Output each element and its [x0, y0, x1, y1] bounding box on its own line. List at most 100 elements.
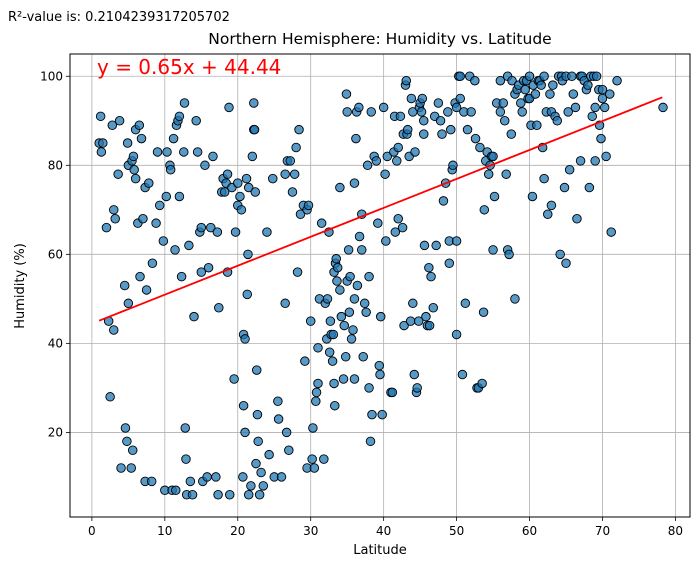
data-point	[127, 445, 138, 455]
data-point	[575, 156, 586, 166]
data-point	[147, 258, 158, 268]
data-point	[322, 294, 333, 304]
data-point	[146, 476, 157, 487]
data-point	[249, 124, 260, 135]
data-point	[243, 182, 254, 193]
data-point	[375, 369, 385, 380]
data-point	[395, 111, 406, 122]
data-point	[295, 209, 306, 220]
data-point	[545, 89, 555, 99]
data-point	[151, 218, 161, 228]
data-point	[264, 449, 274, 460]
data-point	[451, 329, 462, 340]
data-point	[412, 383, 422, 393]
data-point	[200, 160, 210, 171]
data-point	[375, 311, 386, 322]
data-point	[438, 196, 449, 206]
data-point	[324, 347, 335, 358]
x-tick-label: 70	[595, 524, 610, 538]
data-point	[273, 414, 284, 424]
data-point	[251, 458, 261, 469]
data-point	[530, 89, 541, 99]
data-point	[419, 129, 429, 139]
data-point	[243, 489, 254, 500]
data-point	[462, 124, 473, 135]
data-point	[105, 392, 115, 402]
data-point	[455, 93, 465, 104]
data-point	[536, 80, 546, 90]
data-point	[242, 289, 252, 300]
data-point	[428, 303, 438, 313]
data-point	[176, 271, 187, 282]
data-point	[208, 151, 218, 162]
data-point	[141, 285, 152, 295]
data-point	[451, 102, 462, 113]
data-point	[506, 129, 517, 139]
data-point	[424, 320, 435, 331]
data-point	[567, 71, 577, 82]
data-point	[202, 472, 212, 482]
data-point	[591, 71, 602, 82]
data-point	[212, 227, 223, 237]
data-point	[179, 147, 189, 157]
data-point	[546, 200, 557, 211]
regression-equation-annotation: y = 0.65x + 44.44	[97, 55, 281, 79]
data-point	[431, 240, 441, 251]
data-point	[196, 267, 207, 277]
data-point	[354, 231, 365, 242]
data-point	[563, 107, 573, 117]
data-point	[424, 262, 434, 273]
data-point	[174, 111, 185, 122]
data-point	[328, 329, 339, 340]
data-point	[470, 75, 480, 86]
data-point	[185, 476, 196, 487]
data-point	[446, 124, 456, 135]
data-point	[229, 374, 239, 384]
data-point	[307, 454, 317, 464]
plot-frame	[69, 53, 691, 518]
data-point	[171, 485, 181, 496]
data-point	[448, 160, 458, 171]
data-point	[235, 191, 245, 202]
data-point	[478, 307, 489, 317]
data-point	[612, 75, 622, 86]
data-point	[238, 400, 249, 411]
data-point	[520, 84, 530, 95]
data-point	[135, 271, 145, 282]
data-point	[583, 80, 593, 90]
data-point	[393, 142, 403, 153]
data-point	[419, 116, 429, 126]
x-tick-label: 80	[668, 524, 683, 538]
data-point	[354, 102, 364, 113]
data-point	[335, 285, 345, 295]
data-point	[165, 164, 176, 175]
data-point	[136, 133, 147, 144]
data-point	[109, 205, 119, 215]
data-point	[224, 102, 234, 113]
data-point	[419, 240, 430, 251]
data-point	[313, 378, 323, 389]
data-point	[477, 378, 487, 389]
data-point	[401, 75, 412, 86]
data-point	[455, 71, 465, 82]
data-point	[552, 116, 562, 126]
data-point	[222, 169, 233, 179]
data-point	[313, 343, 323, 353]
data-point	[170, 245, 180, 255]
data-point	[305, 316, 316, 326]
y-tick-label: 40	[48, 336, 63, 350]
data-point	[161, 191, 172, 202]
data-points	[94, 71, 668, 500]
data-point	[504, 249, 514, 260]
data-point	[597, 93, 608, 104]
data-point	[405, 316, 416, 326]
data-point	[498, 98, 509, 108]
data-point	[349, 294, 360, 304]
data-point	[460, 298, 471, 309]
data-point	[539, 173, 549, 184]
data-point	[110, 213, 120, 224]
data-point	[206, 222, 216, 233]
data-point	[361, 307, 371, 317]
data-point	[251, 365, 262, 375]
data-point	[590, 156, 600, 166]
